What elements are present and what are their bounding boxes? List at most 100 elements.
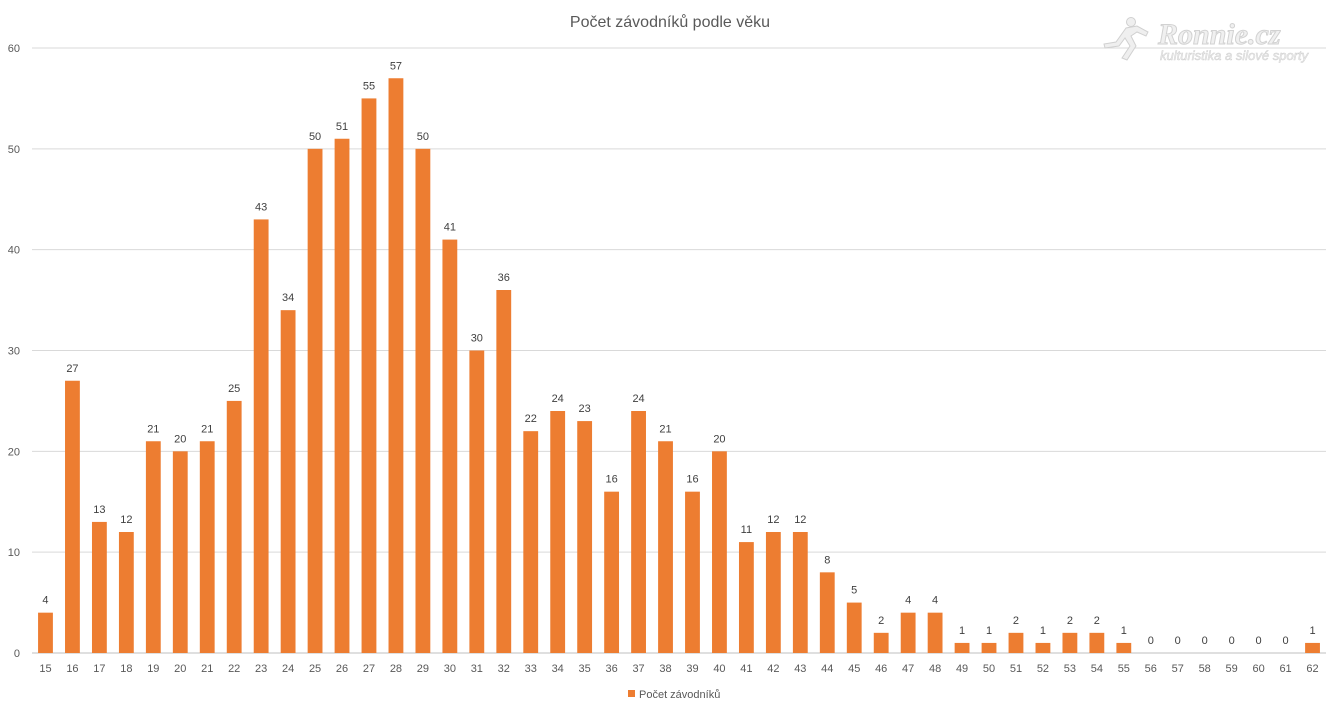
- bar: [91, 521, 107, 653]
- bar: [927, 612, 943, 653]
- bar: [253, 219, 269, 653]
- bar: [792, 532, 808, 653]
- bar: [658, 441, 673, 653]
- bar: [118, 532, 134, 653]
- data-label: 0: [1283, 635, 1289, 647]
- x-tick-label: 56: [1145, 663, 1157, 675]
- data-label: 30: [471, 333, 483, 345]
- data-label: 12: [794, 514, 806, 526]
- bar: [1035, 642, 1051, 653]
- x-tick-label: 61: [1279, 663, 1291, 675]
- data-label: 34: [282, 292, 294, 304]
- logo-sub-text: kulturistika a silové sporty: [1160, 48, 1310, 63]
- x-tick-label: 32: [498, 663, 510, 675]
- x-tick-label: 44: [821, 663, 833, 675]
- data-label: 21: [659, 423, 671, 435]
- bar: [738, 542, 754, 653]
- x-tick-label: 36: [605, 663, 617, 675]
- x-tick-label: 41: [740, 663, 752, 675]
- x-tick-label: 25: [309, 663, 321, 675]
- x-tick-label: 49: [956, 663, 968, 675]
- x-tick-label: 48: [929, 663, 941, 675]
- legend-label: Počet závodníků: [639, 689, 720, 701]
- x-tick-label: 31: [471, 663, 483, 675]
- x-tick-label: 52: [1037, 663, 1049, 675]
- bar: [334, 138, 350, 653]
- x-tick-label: 28: [390, 663, 402, 675]
- bar: [415, 148, 431, 654]
- data-label: 0: [1229, 635, 1235, 647]
- data-label: 57: [390, 60, 402, 72]
- bar: [226, 400, 242, 653]
- y-tick-label: 10: [8, 547, 20, 559]
- bar: [1305, 642, 1320, 653]
- y-tick-label: 40: [8, 245, 20, 257]
- x-tick-label: 18: [120, 663, 132, 675]
- data-label: 1: [959, 625, 965, 637]
- bar: [523, 431, 539, 653]
- bar: [280, 310, 296, 653]
- data-label: 1: [1309, 625, 1315, 637]
- bar: [172, 451, 188, 653]
- data-label: 50: [309, 131, 321, 143]
- x-tick-label: 51: [1010, 663, 1022, 675]
- x-tick-label: 30: [444, 663, 456, 675]
- x-tick-label: 16: [66, 663, 78, 675]
- x-axis-ticks: 15 16 17 18 19 20 21 22 23 24 25 26 27 28 29 30 31 32 33 34…: [39, 663, 1318, 675]
- data-label: 50: [417, 131, 429, 143]
- logo-watermark: Ronnie.cz kulturistika a silové sporty: [1103, 17, 1310, 63]
- bar: [685, 491, 700, 653]
- x-tick-label: 53: [1064, 663, 1076, 675]
- x-tick-label: 29: [417, 663, 429, 675]
- x-tick-label: 37: [632, 663, 644, 675]
- legend-swatch: [628, 690, 635, 697]
- data-labels: 4271312212021254334505155575041303622242…: [42, 60, 1315, 647]
- data-label: 0: [1148, 635, 1154, 647]
- x-tick-label: 50: [983, 663, 995, 675]
- x-tick-label: 17: [93, 663, 105, 675]
- x-tick-label: 21: [201, 663, 213, 675]
- data-label: 16: [605, 474, 617, 486]
- data-label: 41: [444, 222, 456, 234]
- y-tick-label: 50: [8, 144, 20, 156]
- data-label: 23: [579, 403, 591, 415]
- x-tick-label: 62: [1306, 663, 1318, 675]
- data-label: 43: [255, 201, 267, 213]
- x-tick-label: 34: [552, 663, 564, 675]
- y-tick-label: 0: [14, 648, 20, 660]
- x-tick-label: 42: [767, 663, 779, 675]
- bar: [819, 572, 835, 653]
- data-label: 1: [1121, 625, 1127, 637]
- data-label: 8: [824, 554, 830, 566]
- bar: [900, 612, 916, 653]
- bar: [65, 380, 80, 653]
- legend: Počet závodníků: [628, 689, 720, 701]
- x-tick-label: 54: [1091, 663, 1103, 675]
- y-tick-label: 20: [8, 446, 20, 458]
- bar: [981, 642, 997, 653]
- x-tick-label: 43: [794, 663, 806, 675]
- data-label: 20: [174, 433, 186, 445]
- bar: [765, 532, 781, 653]
- bar: [469, 350, 485, 653]
- data-label: 1: [1040, 625, 1046, 637]
- x-tick-label: 60: [1252, 663, 1264, 675]
- x-tick-label: 59: [1226, 663, 1238, 675]
- data-label: 0: [1202, 635, 1208, 647]
- x-tick-label: 45: [848, 663, 860, 675]
- data-label: 22: [525, 413, 537, 425]
- bar: [846, 602, 862, 653]
- data-label: 2: [878, 615, 884, 627]
- data-label: 4: [42, 595, 48, 607]
- runner-icon: [1103, 17, 1149, 61]
- bar: [361, 98, 377, 653]
- data-label: 51: [336, 121, 348, 133]
- data-label: 1: [986, 625, 992, 637]
- x-tick-label: 20: [174, 663, 186, 675]
- bar: [712, 451, 727, 653]
- x-tick-label: 15: [39, 663, 51, 675]
- bar: [442, 239, 458, 654]
- bar: [38, 612, 53, 653]
- gridlines: [32, 47, 1326, 654]
